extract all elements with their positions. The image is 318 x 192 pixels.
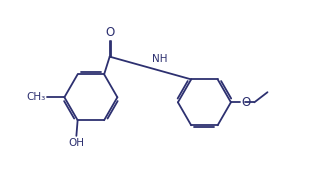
Text: O: O <box>241 96 250 109</box>
Text: O: O <box>106 26 115 39</box>
Text: NH: NH <box>152 54 167 64</box>
Text: CH₃: CH₃ <box>26 92 45 102</box>
Text: OH: OH <box>68 138 84 148</box>
